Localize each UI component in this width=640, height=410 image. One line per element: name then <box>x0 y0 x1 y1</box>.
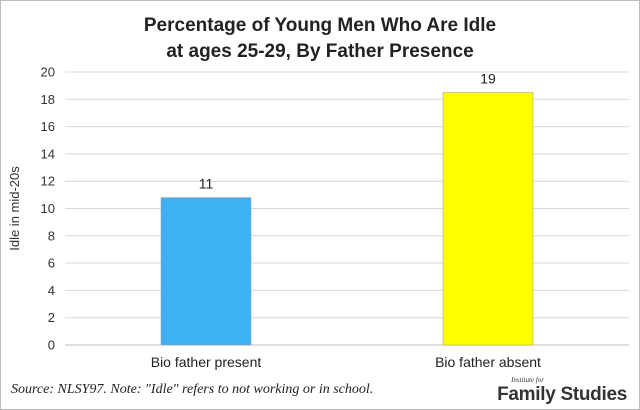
gridlines <box>65 71 629 346</box>
publisher-logo: Institute for Family Studies <box>497 376 627 405</box>
y-tick-label: 12 <box>41 174 55 189</box>
y-tick-label: 16 <box>41 119 55 134</box>
category-label-1: Bio father present <box>151 354 262 370</box>
bars <box>160 92 534 346</box>
y-tick-label: 20 <box>41 65 55 80</box>
logo-small-text: Institute for <box>511 376 544 384</box>
data-label-1: 11 <box>199 176 214 192</box>
y-axis-title: Idle in mid-20s <box>7 166 22 251</box>
y-tick-label: 0 <box>48 338 55 353</box>
chart-title-line-1: Percentage of Young Men Who Are Idle <box>144 15 496 36</box>
logo-main-text: Family Studies <box>497 384 627 405</box>
chart-title-line-2: at ages 25-29, By Father Presence <box>166 41 473 62</box>
bar-chart: Percentage of Young Men Who Are Idle at … <box>7 15 629 370</box>
bar-2 <box>442 92 534 346</box>
y-tick-label: 8 <box>48 228 55 243</box>
source-note: Source: NLSY97. Note: "Idle" refers to n… <box>11 382 374 397</box>
y-tick-label: 4 <box>48 283 55 298</box>
chart-title: Percentage of Young Men Who Are Idle at … <box>144 15 496 62</box>
bar-1 <box>160 197 252 346</box>
y-tick-label: 6 <box>48 256 55 271</box>
category-labels: Bio father present Bio father absent <box>151 354 541 370</box>
category-label-2: Bio father absent <box>435 354 541 370</box>
data-label-2: 19 <box>480 70 496 86</box>
data-labels: 11 19 <box>199 70 496 191</box>
y-tick-label: 18 <box>41 92 55 107</box>
y-axis-ticks: 0 2 4 6 8 10 12 14 16 18 20 <box>41 65 55 353</box>
y-tick-label: 14 <box>41 146 55 161</box>
y-tick-label: 2 <box>48 310 55 325</box>
y-tick-label: 10 <box>41 201 55 216</box>
